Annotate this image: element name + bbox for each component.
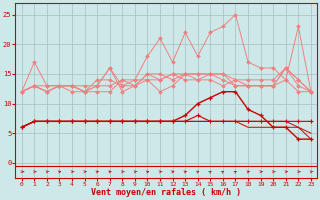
- X-axis label: Vent moyen/en rafales ( km/h ): Vent moyen/en rafales ( km/h ): [91, 188, 241, 197]
